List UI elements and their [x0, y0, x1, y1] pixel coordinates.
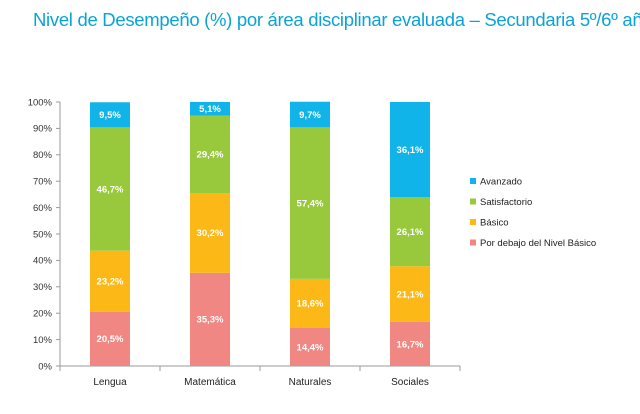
bar-segment	[390, 321, 430, 366]
category-label: Naturales	[289, 377, 332, 388]
legend-swatch	[470, 198, 476, 205]
legend-label: Avanzado	[480, 176, 522, 187]
y-tick-label: 80%	[33, 150, 53, 161]
y-tick-label: 10%	[33, 335, 53, 346]
data-label: 16,7%	[397, 339, 424, 350]
data-label: 46,7%	[97, 184, 124, 195]
data-label: 35,3%	[197, 315, 224, 326]
data-label: 36,1%	[397, 145, 424, 156]
legend: Avanzado Satisfactorio Básico Por debajo de…	[470, 176, 596, 249]
bars: 20,5% 23,2% 46,7% 9,5% 35,3% 30,2% 29,4% 5,1% 14…	[90, 101, 430, 366]
y-tick-label: 50%	[33, 229, 53, 240]
legend-label: Por debajo del Nivel Básico	[480, 238, 596, 249]
bar-segment	[90, 250, 130, 312]
y-axis: 0% 10% 20% 30% 40% 50% 60% 70% 80% 90% 100%	[28, 97, 61, 372]
bar-segment	[90, 311, 130, 366]
y-tick-label: 100%	[28, 97, 53, 108]
data-label: 9,7%	[299, 110, 321, 121]
bar-segment	[190, 272, 230, 366]
x-axis: Lengua Matemática Naturales Sociales	[59, 365, 461, 388]
legend-swatch	[470, 219, 476, 225]
category-label: Lengua	[93, 377, 127, 388]
bar-segment	[90, 127, 130, 251]
data-label: 14,4%	[297, 342, 324, 353]
bar-segment	[90, 102, 130, 128]
bar-segment	[390, 266, 430, 322]
data-label: 29,4%	[197, 150, 224, 161]
data-label: 23,2%	[97, 277, 124, 288]
bar-segment	[290, 101, 330, 128]
y-tick-label: 70%	[33, 177, 53, 188]
y-tick-label: 40%	[33, 256, 53, 267]
y-tick-label: 90%	[33, 124, 53, 135]
legend-swatch	[470, 178, 476, 184]
bar-segment	[190, 115, 230, 194]
data-label: 5,1%	[199, 104, 221, 115]
y-tick-label: 30%	[33, 282, 53, 293]
chart-title: Nivel de Desempeño (%) por área discipli…	[33, 9, 640, 30]
bar-segment	[390, 197, 430, 267]
data-label: 20,5%	[97, 334, 124, 345]
bar-segment	[290, 327, 330, 366]
legend-swatch	[470, 239, 476, 246]
y-tick-label: 60%	[33, 203, 53, 214]
y-tick-label: 0%	[38, 361, 52, 372]
legend-label: Satisfactorio	[480, 197, 532, 208]
data-label: 18,6%	[297, 299, 324, 310]
category-label: Matemática	[184, 377, 236, 388]
y-tick-label: 20%	[33, 309, 53, 320]
data-label: 26,1%	[397, 227, 424, 238]
legend-label: Básico	[480, 217, 509, 228]
bar-segment	[290, 278, 330, 328]
bar-segment	[190, 102, 230, 116]
data-label: 57,4%	[297, 198, 324, 209]
data-label: 30,2%	[197, 228, 224, 239]
category-label: Sociales	[391, 377, 429, 388]
bar-segment	[390, 102, 430, 198]
bar-segment	[290, 127, 330, 279]
data-label: 9,5%	[99, 110, 121, 121]
data-label: 21,1%	[397, 289, 424, 300]
bar-segment	[190, 193, 230, 273]
